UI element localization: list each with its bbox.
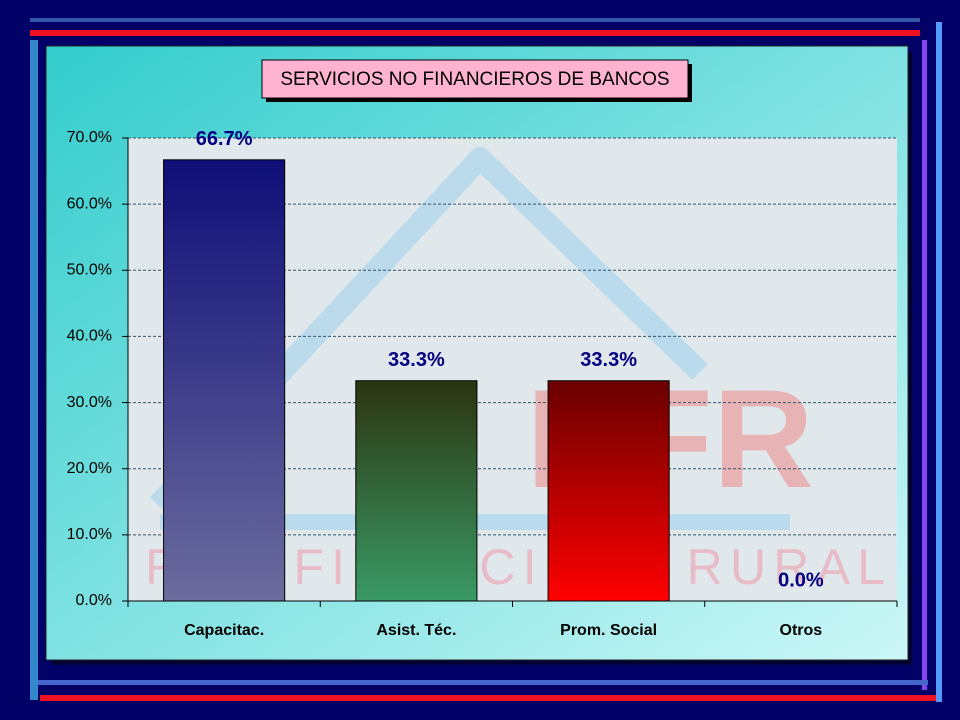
stripe [40, 695, 936, 701]
stripe [30, 40, 38, 700]
x-tick-label: Asist. Téc. [376, 622, 456, 639]
bar [355, 380, 478, 602]
data-label: 0.0% [778, 569, 824, 591]
y-tick-label: 50.0% [67, 262, 112, 279]
stripe [30, 30, 920, 36]
data-label: 66.7% [196, 128, 253, 150]
stripe [30, 18, 920, 22]
y-tick-label: 60.0% [67, 195, 112, 212]
x-tick-label: Otros [780, 622, 823, 639]
bar [547, 380, 670, 602]
x-tick-label: Capacitac. [184, 622, 264, 639]
x-tick-label: Prom. Social [560, 622, 657, 639]
stripe [936, 22, 942, 702]
data-label: 33.3% [388, 349, 445, 371]
title-box [261, 59, 689, 99]
y-tick-label: 20.0% [67, 460, 112, 477]
bar [163, 159, 286, 602]
y-tick-label: 70.0% [67, 129, 112, 146]
stripe [30, 680, 928, 685]
chart: 0.0% 10.0% 20.0% 30.0% 40.0% 50.0% 60.0% 70.0% C… [67, 128, 898, 639]
y-tick-label: 40.0% [67, 328, 112, 345]
data-label: 33.3% [580, 349, 637, 371]
y-tick-label: 0.0% [76, 592, 112, 609]
chart-title: SERVICIOS NO FINANCIEROS DE BANCOS [280, 69, 669, 90]
y-tick-label: 30.0% [67, 394, 112, 411]
y-tick-label: 10.0% [67, 526, 112, 543]
stripe [922, 40, 927, 690]
